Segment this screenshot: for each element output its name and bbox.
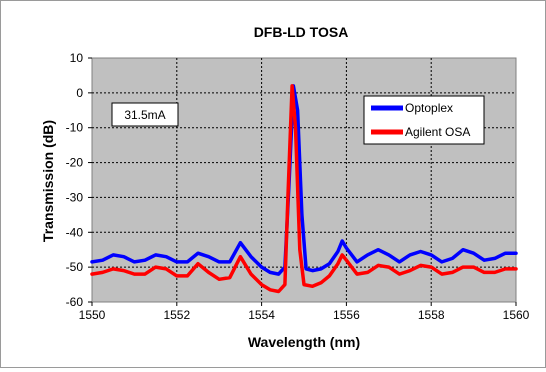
y-tick-label: -30: [66, 190, 84, 204]
legend-box: [363, 95, 485, 145]
y-tick-label: -10: [66, 121, 84, 135]
series-line-agilent-osa: [90, 84, 518, 294]
y-axis-ticks: 10 0 -10 -20 -30 -40 -50 -60: [66, 51, 92, 309]
x-tick-label: 1560: [503, 308, 530, 322]
series-layer: [90, 84, 518, 294]
chart-title: DFB-LD TOSA: [254, 24, 349, 40]
y-tick-label: -50: [66, 260, 84, 274]
y-tick-label: -20: [66, 156, 84, 170]
legend-label: Optoplex: [405, 101, 453, 115]
x-tick-label: 1558: [418, 308, 445, 322]
y-tick-label: -60: [66, 295, 84, 309]
series-line-optoplex: [90, 84, 518, 276]
x-tick-label: 1556: [333, 308, 360, 322]
x-tick-label: 1554: [248, 308, 275, 322]
annotation-box: 31.5mA: [111, 102, 179, 127]
x-tick-label: 1552: [163, 308, 190, 322]
legend: Optoplex Agilent OSA: [363, 95, 485, 145]
y-tick-label: 10: [70, 51, 84, 65]
y-tick-label: -40: [66, 225, 84, 239]
x-tick-label: 1550: [79, 308, 106, 322]
y-axis-label: Transmission (dB): [40, 120, 56, 242]
x-axis-label: Wavelength (nm): [248, 334, 360, 350]
annotation-text: 31.5mA: [124, 108, 165, 122]
y-tick-label: 0: [76, 86, 83, 100]
x-axis-ticks: 1550 1552 1554 1556 1558 1560: [79, 302, 530, 322]
legend-label: Agilent OSA: [405, 125, 470, 139]
